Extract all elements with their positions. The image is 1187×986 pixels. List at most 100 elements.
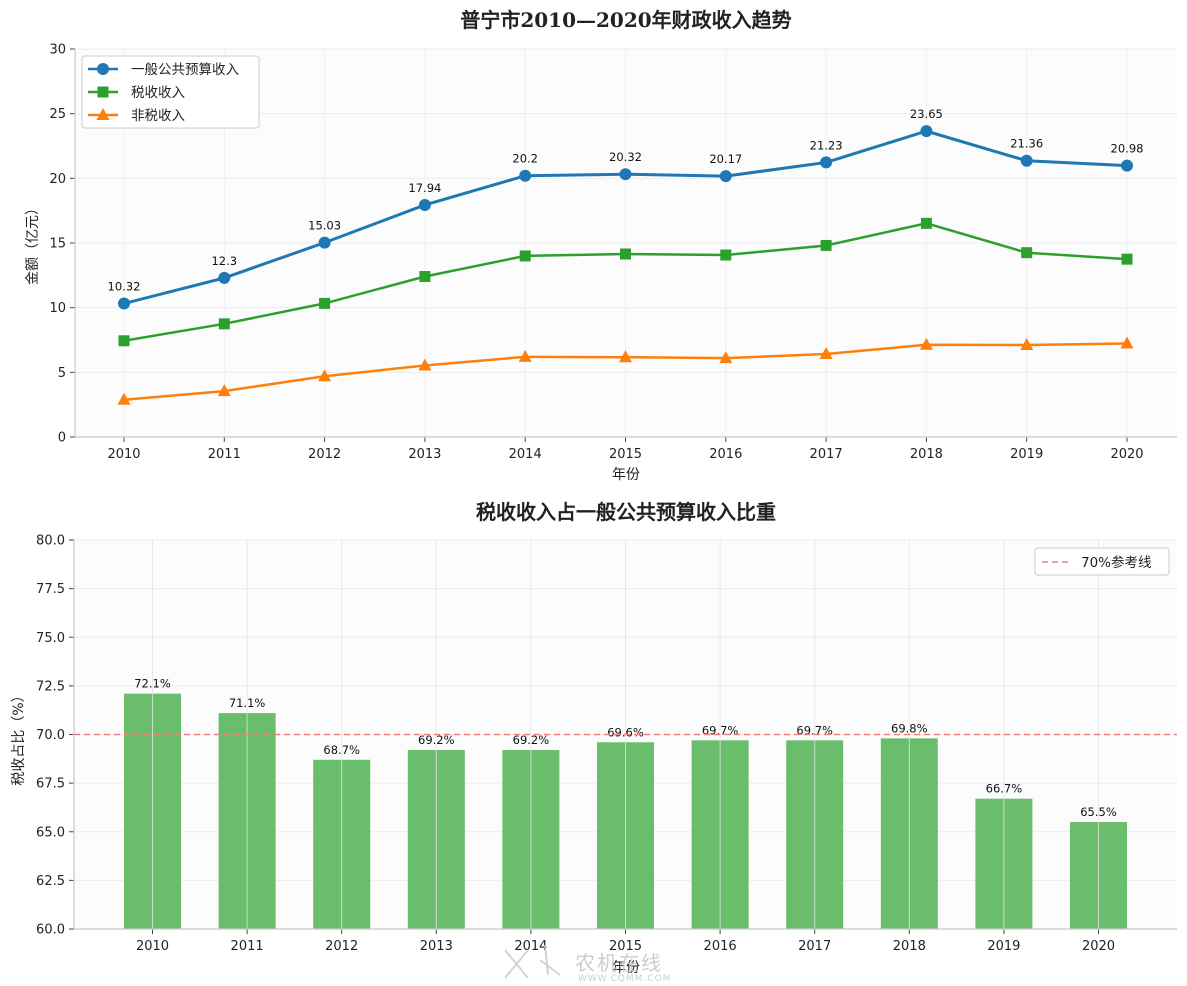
budget-data-label: 20.17 — [709, 152, 742, 166]
series-tax-point — [720, 249, 732, 261]
bottom-y-axis-label: 税收占比（%） — [11, 688, 27, 785]
budget-data-label: 12.3 — [211, 254, 237, 268]
top-data-labels: 10.32 12.3 15.03 17.94 20.2 20.32 20.17 21.23 23… — [108, 107, 1144, 293]
bar-data-label: 69.2% — [418, 733, 455, 747]
budget-data-label: 21.36 — [1010, 137, 1043, 151]
bottom-x-axis-label: 年份 — [612, 960, 640, 976]
series-tax-point — [519, 250, 531, 262]
watermark-url: WWW.CQMM.COM — [578, 974, 671, 984]
top-series — [117, 125, 1134, 405]
series-budget-point — [1121, 159, 1133, 172]
top-chart-title: 普宁市2010—2020年财政收入趋势 — [460, 8, 791, 32]
series-budget-point — [619, 168, 632, 181]
series-tax-point — [218, 318, 230, 330]
series-budget-point — [820, 156, 833, 169]
top-x-tick-label: 2013 — [408, 447, 441, 462]
series-tax-point — [1021, 247, 1033, 259]
bottom-x-tick-label: 2013 — [420, 939, 453, 954]
series-budget — [118, 125, 1133, 310]
top-y-tick-label: 5 — [58, 366, 66, 381]
series-nontax-point — [318, 369, 332, 382]
top-x-tick-label: 2011 — [208, 447, 241, 462]
bottom-x-tick-label: 2015 — [609, 939, 642, 954]
series-tax-point — [319, 297, 331, 309]
series-nontax-point — [619, 350, 632, 363]
series-budget-point — [118, 297, 130, 310]
series-nontax-point — [1020, 338, 1034, 351]
top-x-ticks: 2010 2011 2012 2013 2014 2015 2016 2017 2018 2019… — [107, 437, 1144, 462]
bar-data-label: 69.6% — [607, 725, 644, 739]
bar-data-label: 69.2% — [513, 733, 550, 747]
bottom-legend-label: 70%参考线 — [1081, 554, 1152, 571]
budget-data-label: 20.32 — [609, 150, 642, 164]
legend-swatch-marker — [96, 108, 110, 120]
series-budget-point — [519, 169, 532, 182]
bottom-x-tick-label: 2016 — [704, 939, 737, 954]
top-legend-item-budget: 一般公共预算收入 — [88, 62, 239, 78]
series-tax — [118, 217, 1133, 347]
bar-data-label: 69.8% — [891, 721, 928, 735]
bottom-x-tick-label: 2010 — [136, 939, 169, 954]
bar-data-label: 66.7% — [986, 782, 1023, 796]
top-y-axis-label: 金额（亿元） — [25, 201, 41, 285]
budget-data-label: 20.2 — [512, 152, 538, 166]
bottom-y-tick-label: 60.0 — [36, 923, 65, 938]
tax-share-chart: 税收收入占一般公共预算收入比重 年份 税收占比（%） 60.0 62.5 65.0 6… — [11, 500, 1177, 976]
bar-data-label: 68.7% — [323, 743, 360, 757]
top-x-tick-label: 2019 — [1010, 447, 1043, 462]
top-x-axis-label: 年份 — [612, 467, 640, 483]
bottom-y-tick-label: 70.0 — [36, 728, 65, 743]
legend-label: 税收收入 — [131, 85, 185, 101]
series-tax-point — [1121, 253, 1133, 265]
series-nontax-point — [117, 392, 131, 405]
top-x-tick-label: 2014 — [509, 447, 542, 462]
watermark: 农机在线 WWW.CQMM.COM — [504, 944, 671, 984]
bottom-x-tick-label: 2018 — [893, 939, 926, 954]
legend-swatch-marker — [97, 86, 109, 98]
bottom-y-tick-label: 62.5 — [36, 874, 65, 889]
bar-data-label: 72.1% — [134, 677, 171, 691]
series-budget-point — [719, 170, 732, 183]
top-x-tick-label: 2016 — [709, 447, 742, 462]
top-x-tick-label: 2015 — [609, 447, 642, 462]
top-x-tick-label: 2017 — [810, 447, 843, 462]
series-budget-point — [418, 198, 431, 211]
bottom-x-tick-label: 2011 — [231, 939, 264, 954]
bottom-chart-title: 税收收入占一般公共预算收入比重 — [476, 500, 776, 524]
series-budget-point — [1020, 154, 1033, 167]
budget-data-label: 17.94 — [408, 181, 441, 195]
top-y-ticks: 0 5 10 15 20 25 30 — [49, 43, 75, 446]
bottom-x-tick-label: 2020 — [1082, 939, 1115, 954]
bottom-x-tick-label: 2019 — [987, 939, 1020, 954]
top-legend-item-tax: 税收收入 — [88, 85, 185, 101]
top-y-tick-label: 20 — [49, 172, 66, 187]
series-nontax-point — [819, 346, 833, 359]
series-nontax-point — [1120, 336, 1134, 349]
watermark-text: 农机在线 — [575, 951, 663, 975]
series-tax-point — [620, 248, 631, 260]
series-budget-point — [218, 271, 231, 284]
bottom-y-tick-label: 65.0 — [36, 825, 65, 840]
bottom-legend: 70%参考线 — [1034, 547, 1170, 576]
top-y-tick-label: 10 — [49, 301, 66, 316]
series-tax-point — [118, 335, 130, 347]
series-nontax-point — [418, 358, 432, 371]
bar-data-label: 71.1% — [229, 696, 266, 710]
budget-data-label: 20.98 — [1111, 142, 1144, 156]
bottom-x-tick-label: 2014 — [514, 939, 547, 954]
bottom-legend-box — [1034, 547, 1170, 576]
budget-data-label: 23.65 — [910, 107, 943, 121]
bottom-x-ticks: 2010 2011 2012 2013 2014 2015 2016 2017 2018 2019… — [136, 929, 1115, 954]
revenue-trend-chart: 普宁市2010—2020年财政收入趋势 年份 金额（亿元） 0 5 10 15 20 25… — [25, 8, 1177, 483]
budget-data-label: 10.32 — [108, 280, 141, 294]
bottom-y-tick-label: 80.0 — [36, 534, 65, 549]
budget-data-label: 21.23 — [810, 138, 843, 152]
bottom-y-tick-label: 75.0 — [36, 631, 65, 646]
bottom-y-ticks: 60.0 62.5 65.0 67.5 70.0 72.5 75.0 77.5 80.0 — [36, 534, 74, 938]
top-legend-box — [81, 55, 260, 129]
watermark-logo-icon — [504, 944, 561, 979]
top-y-tick-label: 15 — [49, 237, 66, 252]
top-x-tick-label: 2010 — [107, 447, 140, 462]
